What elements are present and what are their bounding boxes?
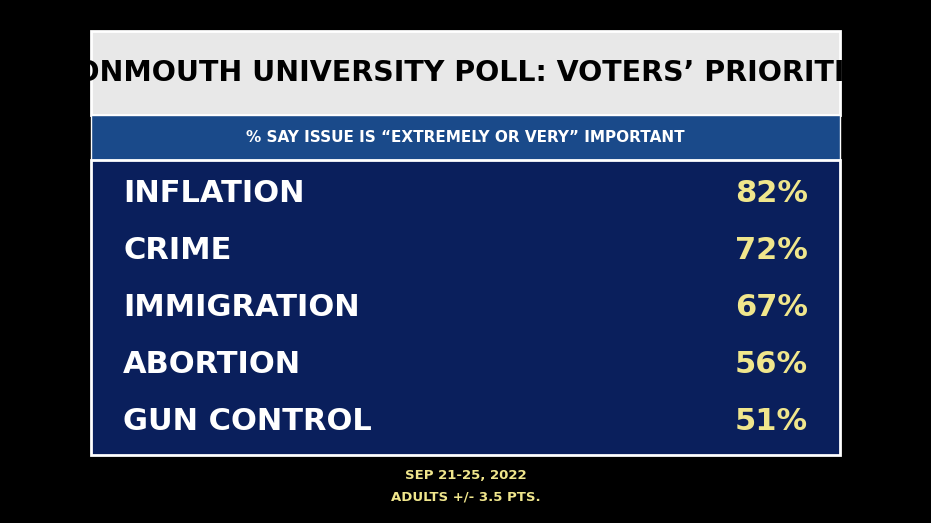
Text: MONMOUTH UNIVERSITY POLL: VOTERS’ PRIORITIES: MONMOUTH UNIVERSITY POLL: VOTERS’ PRIORI… (47, 59, 884, 87)
FancyBboxPatch shape (90, 115, 841, 160)
Text: 82%: 82% (735, 179, 808, 208)
Text: IMMIGRATION: IMMIGRATION (123, 293, 359, 322)
Text: 56%: 56% (735, 350, 808, 379)
Text: % SAY ISSUE IS “EXTREMELY OR VERY” IMPORTANT: % SAY ISSUE IS “EXTREMELY OR VERY” IMPOR… (246, 130, 685, 145)
Text: ABORTION: ABORTION (123, 350, 302, 379)
FancyBboxPatch shape (90, 160, 841, 455)
Text: 72%: 72% (735, 236, 808, 265)
Text: INFLATION: INFLATION (123, 179, 304, 208)
Text: ADULTS +/- 3.5 PTS.: ADULTS +/- 3.5 PTS. (391, 491, 540, 503)
Text: SEP 21-25, 2022: SEP 21-25, 2022 (405, 470, 526, 482)
FancyBboxPatch shape (90, 31, 841, 115)
Text: 51%: 51% (735, 407, 808, 436)
Text: 67%: 67% (735, 293, 808, 322)
Text: CRIME: CRIME (123, 236, 232, 265)
Text: GUN CONTROL: GUN CONTROL (123, 407, 372, 436)
